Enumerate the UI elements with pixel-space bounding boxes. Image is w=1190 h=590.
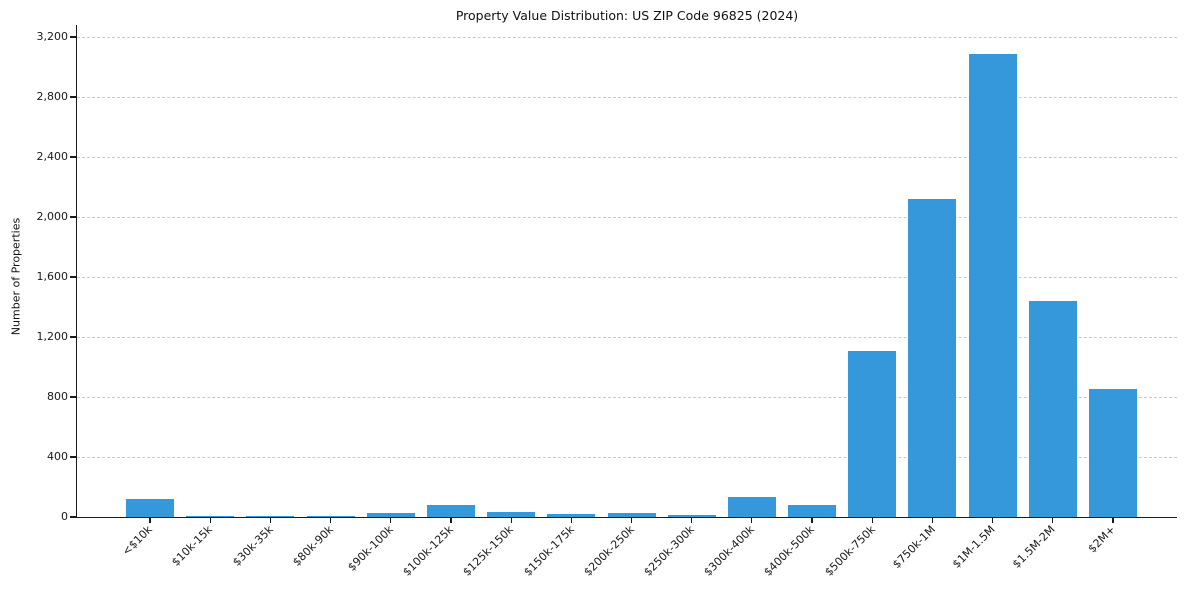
x-tick-mark: [871, 517, 873, 523]
bar-13: [848, 350, 897, 517]
bar-17: [1089, 388, 1137, 517]
x-tick-label: $100k-125k: [400, 523, 457, 579]
y-tick-mark: [70, 456, 76, 458]
y-tick-mark: [70, 216, 76, 218]
bar-7: [487, 511, 536, 517]
x-tick-label: $400k-500k: [761, 523, 818, 579]
x-tick-label: $1.5M-2M: [1010, 523, 1059, 571]
bar-14: [908, 199, 957, 517]
x-tick-label: $150k-175k: [520, 523, 577, 579]
x-tick-label: $300k-400k: [701, 523, 758, 579]
bar-10: [667, 514, 716, 517]
bar-3: [246, 515, 295, 517]
gridline: [77, 456, 1177, 458]
x-tick-mark: [269, 517, 271, 523]
bar-6: [426, 505, 475, 517]
x-tick-mark: [751, 517, 753, 523]
y-axis-title: Number of Properties: [9, 217, 23, 336]
gridline: [77, 156, 1177, 158]
gridline: [77, 276, 1177, 278]
gridline: [77, 336, 1177, 338]
y-tick-label: 3,200: [36, 30, 69, 44]
bar-9: [607, 512, 656, 517]
x-tick-mark: [992, 517, 994, 523]
y-tick-mark: [70, 96, 76, 98]
y-tick-mark: [70, 156, 76, 158]
y-tick-label: 400: [47, 450, 68, 464]
x-tick-mark: [450, 517, 452, 523]
y-tick-mark: [70, 276, 76, 278]
gridline: [77, 96, 1177, 98]
y-tick-label: 800: [47, 390, 68, 404]
x-tick-mark: [630, 517, 633, 523]
bar-8: [547, 514, 596, 517]
x-tick-label: $500k-750k: [821, 523, 878, 579]
x-tick-label: $750k-1M: [889, 523, 938, 571]
x-tick-label: <$10k: [120, 523, 156, 559]
x-tick-label: $250k-300k: [641, 523, 697, 579]
y-tick-label: 0: [61, 510, 68, 524]
x-tick-mark: [1112, 517, 1114, 523]
y-tick-label: 2,400: [36, 150, 69, 164]
bar-5: [366, 513, 415, 517]
bar-15: [968, 53, 1017, 517]
x-tick-mark: [691, 517, 693, 523]
y-tick-mark: [70, 516, 76, 518]
x-tick-mark: [931, 517, 934, 523]
y-tick-label: 2,000: [36, 210, 69, 224]
bar-12: [788, 505, 837, 517]
bar-11: [727, 496, 776, 517]
gridline: [77, 36, 1177, 38]
gridline: [77, 396, 1177, 398]
y-tick-label: 2,800: [36, 90, 69, 104]
x-tick-label: $1M-1.5M: [950, 523, 998, 571]
bar-2: [186, 515, 235, 517]
x-tick-mark: [390, 517, 392, 523]
x-tick-label: $10k-15k: [169, 523, 216, 569]
x-tick-label: $90k-100k: [345, 523, 396, 574]
x-tick-label: $2M+: [1085, 523, 1119, 556]
y-tick-mark: [70, 396, 76, 398]
chart-title: Property Value Distribution: US ZIP Code…: [455, 8, 799, 23]
x-tick-mark: [209, 517, 211, 523]
y-tick-mark: [70, 36, 76, 38]
y-axis-line: [75, 25, 78, 518]
bar-1: [126, 499, 174, 517]
y-tick-mark: [70, 336, 76, 338]
gridline: [77, 216, 1177, 218]
x-tick-mark: [149, 517, 151, 523]
x-tick-mark: [570, 517, 572, 523]
y-tick-label: 1,200: [36, 330, 69, 344]
x-tick-mark: [811, 517, 813, 523]
x-tick-mark: [329, 517, 332, 523]
x-tick-mark: [510, 517, 512, 523]
bar-16: [1028, 301, 1077, 517]
x-tick-label: $200k-250k: [581, 523, 637, 579]
x-tick-mark: [1052, 517, 1054, 523]
x-tick-label: $80k-90k: [290, 523, 336, 569]
x-tick-label: $30k-35k: [229, 523, 276, 569]
x-axis-line: [77, 516, 1177, 518]
y-tick-label: 1,600: [36, 270, 69, 284]
x-tick-label: $125k-150k: [460, 523, 517, 579]
bar-4: [306, 515, 355, 517]
